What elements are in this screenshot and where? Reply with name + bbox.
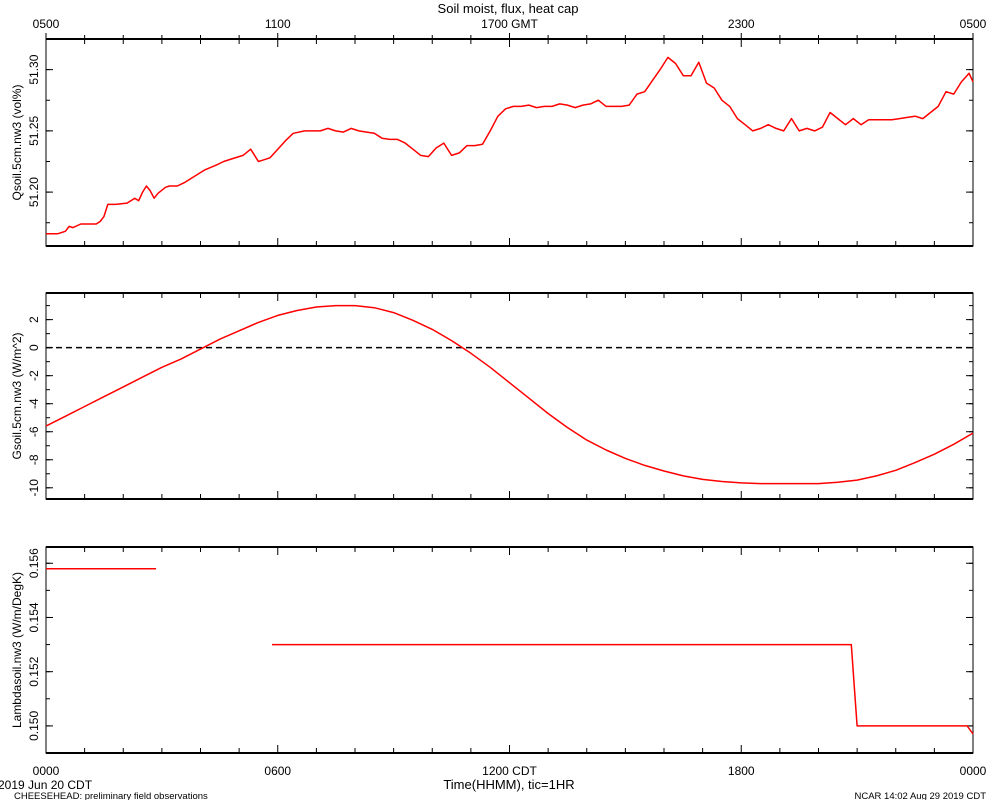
series-segment — [272, 643, 974, 735]
chart-panel-2: 2 0 -2 -4 -6 -8 -10 Gsoil.5cm.nw3 (W/m^2) — [10, 292, 974, 500]
y-tick-label: 0.150 — [27, 711, 41, 741]
top-axis-tick-label: 0500 — [33, 17, 60, 31]
plot-frame — [45, 292, 974, 500]
y-tick-label: -6 — [27, 426, 41, 437]
y-tick-label: -10 — [27, 479, 41, 497]
bottom-axis-tick-label: 1200 CDT — [482, 764, 537, 778]
top-axis-tick-label: 0500 — [960, 17, 987, 31]
top-time-axis: 0500 1100 1700 GMT 2300 0500 — [33, 17, 987, 31]
y-axis-label: Gsoil.5cm.nw3 (W/m^2) — [10, 333, 24, 460]
series-line — [46, 56, 974, 235]
bottom-axis-tick-label: 0000 — [960, 764, 987, 778]
y-tick-label: 51.20 — [27, 177, 41, 207]
bottom-axis-tick-label: 1800 — [728, 764, 755, 778]
y-tick-label: -2 — [27, 370, 41, 381]
x-axis-label: Time(HHMM), tic=1HR — [443, 777, 574, 792]
top-axis-tick-label: 1100 — [265, 17, 291, 31]
y-tick-label: 0.152 — [27, 656, 41, 686]
footer-left: CHEESEHEAD: preliminary field observatio… — [14, 791, 208, 800]
y-axis-label: Lambdasoil.nw3 (W/m/DegK) — [10, 572, 24, 728]
y-tick-label: -8 — [27, 454, 41, 465]
y-tick-label: 0 — [27, 344, 41, 351]
chart-title: Soil moist, flux, heat cap — [438, 1, 579, 16]
plot-frame — [45, 546, 974, 754]
y-tick-label: 2 — [27, 316, 41, 323]
series-line — [45, 304, 974, 485]
bottom-time-axis: 0000 0600 1200 CDT 1800 0000 — [33, 764, 987, 778]
y-tick-label: 0.156 — [27, 548, 41, 578]
top-axis-tick-label: 1700 GMT — [481, 17, 538, 31]
start-date-label: 2019 Jun 20 CDT — [0, 778, 93, 792]
y-tick-label: -4 — [27, 398, 41, 409]
y-tick-label: 51.25 — [27, 116, 41, 146]
y-axis-label: Qsoil.5cm.nw3 (vol%) — [10, 84, 24, 200]
top-axis-tick-label: 2300 — [728, 17, 755, 31]
plot-frame — [45, 38, 974, 247]
bottom-axis-tick-label: 0600 — [264, 764, 291, 778]
y-tick-label: 0.154 — [27, 602, 41, 632]
y-tick-label: 51.30 — [27, 54, 41, 84]
footer-right: NCAR 14:02 Aug 29 2019 CDT — [855, 791, 987, 800]
bottom-axis-tick-label: 0000 — [33, 764, 60, 778]
